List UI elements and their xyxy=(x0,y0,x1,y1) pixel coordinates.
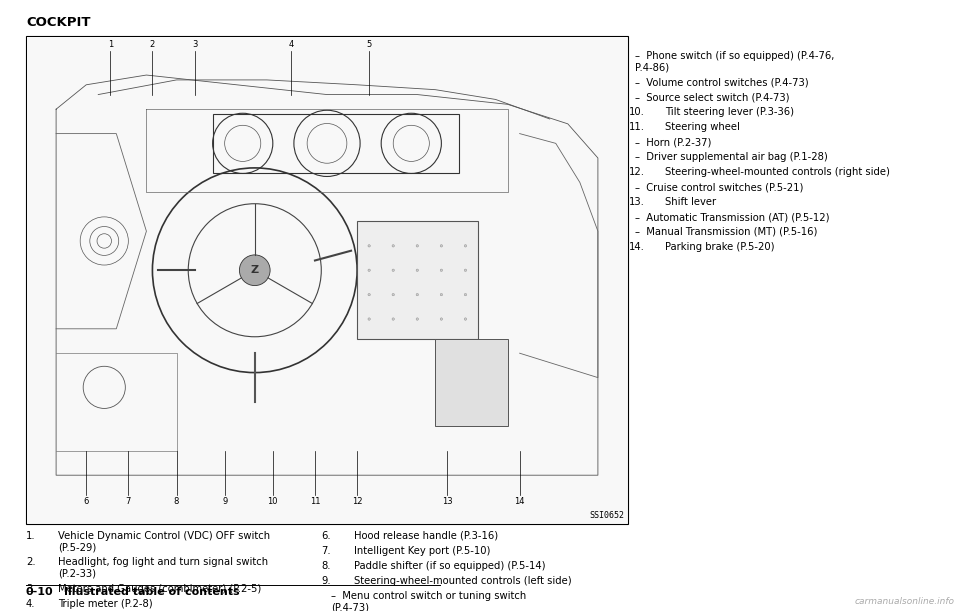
Text: 9.: 9. xyxy=(322,576,331,586)
Circle shape xyxy=(368,318,371,320)
Circle shape xyxy=(465,318,467,320)
Text: 4.: 4. xyxy=(26,599,36,609)
Bar xyxy=(212,114,460,173)
Text: Steering wheel: Steering wheel xyxy=(665,122,739,133)
Circle shape xyxy=(368,244,371,247)
Text: Headlight, fog light and turn signal switch: Headlight, fog light and turn signal swi… xyxy=(58,557,268,568)
Text: 7: 7 xyxy=(126,497,131,506)
Text: Triple meter (P.2-8): Triple meter (P.2-8) xyxy=(58,599,153,609)
Text: Tilt steering lever (P.3-36): Tilt steering lever (P.3-36) xyxy=(665,108,794,117)
Text: Hood release handle (P.3-16): Hood release handle (P.3-16) xyxy=(353,531,497,541)
Text: Parking brake (P.5-20): Parking brake (P.5-20) xyxy=(665,242,775,252)
Circle shape xyxy=(441,269,443,271)
Text: –  Source select switch (P.4-73): – Source select switch (P.4-73) xyxy=(636,92,790,103)
Text: P.4-86): P.4-86) xyxy=(636,62,669,73)
Text: Z: Z xyxy=(251,265,259,275)
Circle shape xyxy=(239,255,270,285)
Bar xyxy=(436,338,508,426)
Text: 9: 9 xyxy=(222,497,228,506)
Circle shape xyxy=(441,244,443,247)
Text: 14.: 14. xyxy=(629,242,645,252)
Circle shape xyxy=(392,293,395,296)
Circle shape xyxy=(416,293,419,296)
Text: 1: 1 xyxy=(108,40,113,49)
Text: 3: 3 xyxy=(192,40,197,49)
Text: Steering-wheel-mounted controls (left side): Steering-wheel-mounted controls (left si… xyxy=(353,576,571,586)
Text: Paddle shifter (if so equipped) (P.5-14): Paddle shifter (if so equipped) (P.5-14) xyxy=(353,561,545,571)
Text: 11.: 11. xyxy=(629,122,645,133)
Text: –  Manual Transmission (MT) (P.5-16): – Manual Transmission (MT) (P.5-16) xyxy=(636,227,818,237)
Text: COCKPIT: COCKPIT xyxy=(26,16,90,29)
Circle shape xyxy=(416,244,419,247)
Circle shape xyxy=(368,269,371,271)
Circle shape xyxy=(416,318,419,320)
Text: 1.: 1. xyxy=(26,531,36,541)
Circle shape xyxy=(392,269,395,271)
Text: 13.: 13. xyxy=(629,197,645,207)
Text: 3.: 3. xyxy=(26,584,36,594)
Text: 13: 13 xyxy=(443,497,453,506)
Text: –  Automatic Transmission (AT) (P.5-12): – Automatic Transmission (AT) (P.5-12) xyxy=(636,212,829,222)
Text: 7.: 7. xyxy=(322,546,331,556)
Text: 2: 2 xyxy=(150,40,156,49)
Bar xyxy=(26,36,628,524)
Circle shape xyxy=(465,269,467,271)
Text: –  Driver supplemental air bag (P.1-28): – Driver supplemental air bag (P.1-28) xyxy=(636,152,828,162)
Text: carmanualsonline.info: carmanualsonline.info xyxy=(855,597,955,606)
Text: Steering-wheel-mounted controls (right side): Steering-wheel-mounted controls (right s… xyxy=(665,167,890,177)
Circle shape xyxy=(465,293,467,296)
Text: Meters and Gauges (combimeter) (P.2-5): Meters and Gauges (combimeter) (P.2-5) xyxy=(58,584,261,594)
Circle shape xyxy=(368,293,371,296)
Text: –  Menu control switch or tuning switch: – Menu control switch or tuning switch xyxy=(331,591,526,601)
Text: Vehicle Dynamic Control (VDC) OFF switch: Vehicle Dynamic Control (VDC) OFF switch xyxy=(58,531,270,541)
Text: 10: 10 xyxy=(268,497,278,506)
Text: –  Volume control switches (P.4-73): – Volume control switches (P.4-73) xyxy=(636,78,809,87)
Text: 4: 4 xyxy=(288,40,294,49)
Circle shape xyxy=(416,269,419,271)
Text: Intelligent Key port (P.5-10): Intelligent Key port (P.5-10) xyxy=(353,546,490,556)
Circle shape xyxy=(392,244,395,247)
Bar xyxy=(27,37,627,523)
Bar xyxy=(357,221,477,338)
Text: 12.: 12. xyxy=(629,167,645,177)
Text: (P.2-33): (P.2-33) xyxy=(58,569,96,579)
Text: 11: 11 xyxy=(310,497,321,506)
Text: 12: 12 xyxy=(352,497,362,506)
Text: (P.5-29): (P.5-29) xyxy=(58,543,96,552)
Text: 10.: 10. xyxy=(629,108,645,117)
Text: (P.4-73): (P.4-73) xyxy=(331,602,370,611)
Text: 6.: 6. xyxy=(322,531,331,541)
Circle shape xyxy=(441,318,443,320)
Text: 6: 6 xyxy=(84,497,89,506)
Circle shape xyxy=(392,318,395,320)
Text: Illustrated table of contents: Illustrated table of contents xyxy=(64,587,240,597)
Text: 8.: 8. xyxy=(322,561,331,571)
Text: 0-10: 0-10 xyxy=(26,587,54,597)
Text: 5: 5 xyxy=(367,40,372,49)
Text: 14: 14 xyxy=(515,497,525,506)
Text: Shift lever: Shift lever xyxy=(665,197,716,207)
Circle shape xyxy=(465,244,467,247)
Text: –  Phone switch (if so equipped) (P.4-76,: – Phone switch (if so equipped) (P.4-76, xyxy=(636,51,834,61)
Text: –  Horn (P.2-37): – Horn (P.2-37) xyxy=(636,137,711,147)
Text: –  Cruise control switches (P.5-21): – Cruise control switches (P.5-21) xyxy=(636,182,804,192)
Circle shape xyxy=(441,293,443,296)
Text: 8: 8 xyxy=(174,497,180,506)
Text: 2.: 2. xyxy=(26,557,36,568)
Text: SSI0652: SSI0652 xyxy=(589,511,624,520)
